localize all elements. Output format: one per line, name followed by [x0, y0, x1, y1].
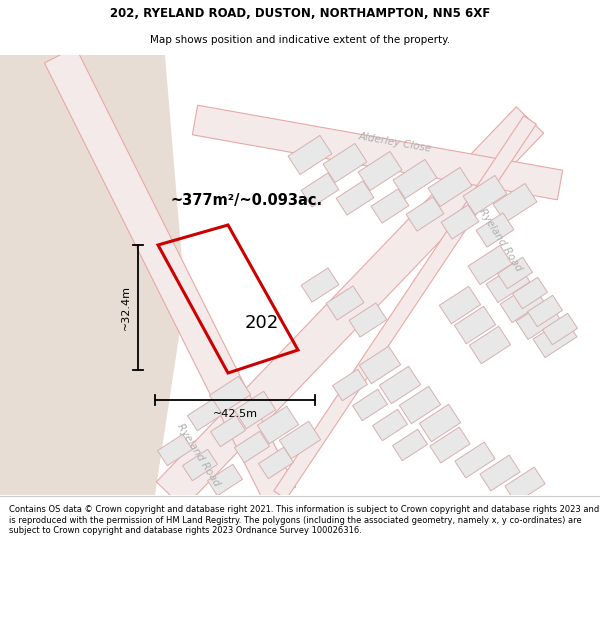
Polygon shape	[379, 366, 421, 404]
Text: Contains OS data © Crown copyright and database right 2021. This information is : Contains OS data © Crown copyright and d…	[9, 506, 599, 535]
Text: Alderley Close: Alderley Close	[358, 132, 433, 154]
Polygon shape	[542, 313, 577, 345]
Polygon shape	[188, 399, 223, 431]
Polygon shape	[441, 205, 479, 239]
Polygon shape	[406, 197, 444, 231]
Polygon shape	[373, 409, 407, 441]
Polygon shape	[182, 449, 217, 481]
Text: Ryeland Road: Ryeland Road	[476, 207, 523, 273]
Polygon shape	[193, 105, 563, 200]
Polygon shape	[301, 173, 339, 207]
Polygon shape	[486, 263, 530, 302]
Polygon shape	[512, 278, 547, 309]
Polygon shape	[463, 176, 507, 214]
Polygon shape	[516, 301, 560, 339]
Polygon shape	[336, 181, 374, 215]
Polygon shape	[371, 189, 409, 223]
Text: 202, RYELAND ROAD, DUSTON, NORTHAMPTON, NN5 6XF: 202, RYELAND ROAD, DUSTON, NORTHAMPTON, …	[110, 8, 490, 20]
Polygon shape	[527, 295, 562, 327]
Polygon shape	[280, 421, 320, 459]
Polygon shape	[259, 448, 293, 479]
Polygon shape	[235, 391, 275, 429]
Polygon shape	[533, 318, 577, 357]
Polygon shape	[505, 467, 545, 503]
Polygon shape	[359, 346, 401, 384]
Polygon shape	[428, 168, 472, 207]
Polygon shape	[235, 431, 269, 462]
Polygon shape	[400, 386, 440, 424]
Polygon shape	[353, 389, 388, 421]
Text: Ryeland Road: Ryeland Road	[175, 422, 221, 488]
Polygon shape	[476, 213, 514, 247]
Polygon shape	[257, 406, 299, 444]
Polygon shape	[454, 306, 496, 344]
Polygon shape	[392, 429, 427, 461]
Polygon shape	[358, 151, 402, 191]
Polygon shape	[0, 55, 185, 495]
Polygon shape	[211, 415, 245, 447]
Polygon shape	[468, 246, 512, 284]
Polygon shape	[439, 286, 481, 324]
Polygon shape	[208, 464, 242, 496]
Polygon shape	[493, 183, 537, 222]
Polygon shape	[323, 143, 367, 182]
Polygon shape	[349, 303, 387, 337]
Polygon shape	[274, 116, 536, 499]
Polygon shape	[430, 427, 470, 463]
Text: ~377m²/~0.093ac.: ~377m²/~0.093ac.	[170, 192, 322, 208]
Text: ~42.5m: ~42.5m	[212, 409, 257, 419]
Text: ~32.4m: ~32.4m	[121, 285, 131, 330]
Polygon shape	[158, 434, 193, 466]
Text: 202: 202	[245, 314, 279, 332]
Polygon shape	[455, 442, 495, 478]
Polygon shape	[497, 258, 532, 289]
Text: Map shows position and indicative extent of the property.: Map shows position and indicative extent…	[150, 34, 450, 44]
Polygon shape	[301, 268, 339, 302]
Polygon shape	[419, 404, 461, 442]
Polygon shape	[500, 283, 544, 322]
Polygon shape	[288, 136, 332, 174]
Polygon shape	[480, 455, 520, 491]
Polygon shape	[326, 286, 364, 320]
Polygon shape	[332, 369, 367, 401]
Polygon shape	[44, 47, 296, 503]
Polygon shape	[469, 326, 511, 364]
Polygon shape	[209, 376, 251, 414]
Polygon shape	[156, 107, 544, 508]
Polygon shape	[393, 159, 437, 199]
